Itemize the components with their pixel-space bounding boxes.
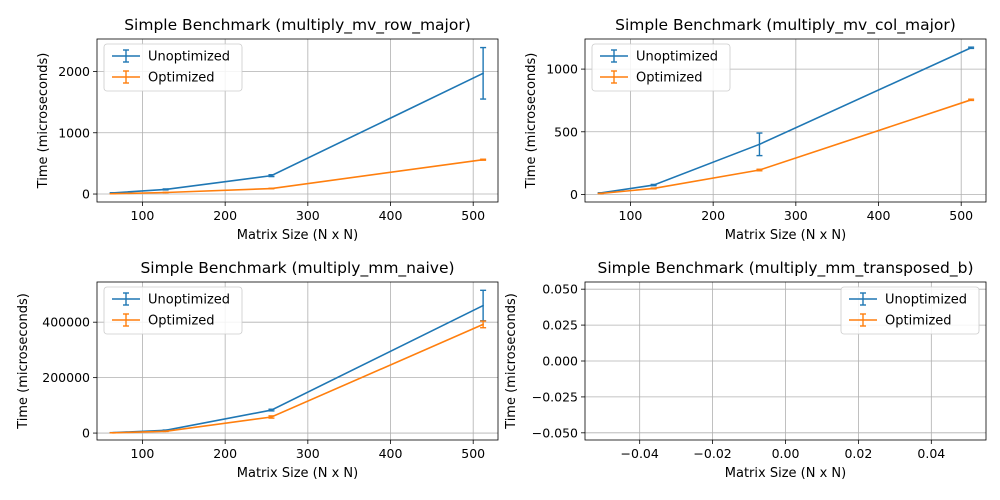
legend-label: Optimized xyxy=(148,314,215,329)
y-tick-label: 0.025 xyxy=(542,318,578,333)
data-point xyxy=(758,143,761,146)
subplot-2: 100 200 300 400 500 0 500 1000 Simple Benchmark … xyxy=(524,16,987,243)
x-tick-label: 500 xyxy=(949,208,973,223)
x-tick-label: 100 xyxy=(131,446,155,461)
legend: Unoptimized Optimized xyxy=(840,286,980,335)
x-axis-label: Matrix Size (N x N) xyxy=(725,466,846,481)
plot-frame xyxy=(584,38,987,203)
x-tick-label: 300 xyxy=(784,208,808,223)
x-tick-label: 300 xyxy=(296,208,320,223)
x-tick-label: 100 xyxy=(131,208,155,223)
y-tick-label: 0 xyxy=(82,426,90,441)
y-tick-label: 1000 xyxy=(546,62,578,77)
series-line xyxy=(112,158,484,195)
legend: Unoptimized Optimized xyxy=(591,43,731,92)
legend-label: Optimized xyxy=(636,71,703,86)
x-axis-label: Matrix Size (N x N) xyxy=(237,228,358,243)
x-tick-label: 100 xyxy=(619,208,643,223)
x-tick-label: 400 xyxy=(379,446,403,461)
x-tick-label: 200 xyxy=(213,446,237,461)
series-line xyxy=(600,47,972,194)
series-unoptimized xyxy=(597,46,975,194)
legend-label: Unoptimized xyxy=(636,50,718,65)
plot-frame xyxy=(96,38,499,203)
data-point xyxy=(652,187,655,190)
chart-title: Simple Benchmark (multiply_mm_transposed… xyxy=(598,259,974,278)
data-point xyxy=(164,430,167,433)
y-axis-label: Time (microseconds) xyxy=(524,53,539,190)
data-point xyxy=(270,187,273,190)
y-tick-label: 0.000 xyxy=(542,354,578,369)
legend-label: Optimized xyxy=(885,314,952,329)
data-point xyxy=(599,192,602,195)
x-tick-label: 0.04 xyxy=(917,446,945,461)
x-tick-label: 400 xyxy=(867,208,891,223)
y-tick-label: −0.050 xyxy=(532,425,578,440)
x-tick-label: 200 xyxy=(213,208,237,223)
y-axis-label: Time (microseconds) xyxy=(36,53,51,190)
y-tick-label: 500 xyxy=(554,124,578,139)
x-tick-label: −0.02 xyxy=(693,446,731,461)
x-tick-label: 400 xyxy=(379,208,403,223)
chart-title: Simple Benchmark (multiply_mv_row_major) xyxy=(124,16,471,35)
legend-label: Unoptimized xyxy=(148,50,230,65)
y-tick-label: 400000 xyxy=(42,315,90,330)
data-point xyxy=(482,72,484,75)
data-point xyxy=(111,192,114,195)
y-axis-label: Time (microseconds) xyxy=(16,293,31,430)
data-point xyxy=(270,174,273,177)
data-point xyxy=(164,191,167,194)
subplot-1: 100 200 300 400 500 0 1000 2000 Simple Benchmark… xyxy=(36,16,499,243)
x-tick-label: 500 xyxy=(461,208,485,223)
data-point xyxy=(758,169,761,171)
x-tick-label: 0.02 xyxy=(844,446,872,461)
y-axis-label: Time (microseconds) xyxy=(504,293,519,430)
data-point xyxy=(270,416,273,418)
y-tick-label: 0 xyxy=(570,187,578,202)
y-tick-label: 1000 xyxy=(58,125,90,140)
x-axis-label: Matrix Size (N x N) xyxy=(725,228,846,243)
data-point xyxy=(482,158,484,161)
x-tick-label: 200 xyxy=(701,208,725,223)
chart-title: Simple Benchmark (multiply_mm_naive) xyxy=(140,259,454,278)
series-optimized xyxy=(109,158,487,195)
y-tick-label: 2000 xyxy=(58,64,90,79)
data-point xyxy=(652,184,655,186)
x-tick-label: 0.00 xyxy=(772,446,800,461)
series-line xyxy=(112,72,484,194)
y-tick-label: 200000 xyxy=(42,370,90,385)
y-tick-label: 0.050 xyxy=(542,282,578,297)
data-point xyxy=(970,99,972,101)
data-point xyxy=(164,188,167,191)
data-point xyxy=(970,46,972,49)
x-axis-label: Matrix Size (N x N) xyxy=(237,466,358,481)
series-line xyxy=(600,99,972,195)
data-point xyxy=(482,323,484,326)
x-tick-label: 300 xyxy=(296,446,320,461)
data-point xyxy=(111,432,114,434)
legend: Unoptimized Optimized xyxy=(103,286,243,335)
y-tick-label: −0.025 xyxy=(532,389,578,404)
subplot-4: −0.04 −0.02 0.00 0.02 0.04 −0.050 −0.025 0.000 0… xyxy=(504,259,987,481)
legend: Unoptimized Optimized xyxy=(103,43,243,92)
series-line xyxy=(112,323,484,434)
x-tick-label: −0.04 xyxy=(621,446,659,461)
plot-frame xyxy=(96,281,499,441)
x-tick-label: 500 xyxy=(461,446,485,461)
data-point xyxy=(482,304,484,307)
series-optimized xyxy=(109,320,487,434)
subplot-3: 100 200 300 400 500 0 200000 400000 Simple Bench… xyxy=(16,259,499,481)
legend-label: Unoptimized xyxy=(148,293,230,308)
y-tick-label: 0 xyxy=(82,187,90,202)
legend-label: Optimized xyxy=(148,71,215,86)
data-point xyxy=(270,409,273,411)
legend-label: Unoptimized xyxy=(885,293,967,308)
series-optimized xyxy=(597,98,975,195)
chart-title: Simple Benchmark (multiply_mv_col_major) xyxy=(615,16,956,35)
